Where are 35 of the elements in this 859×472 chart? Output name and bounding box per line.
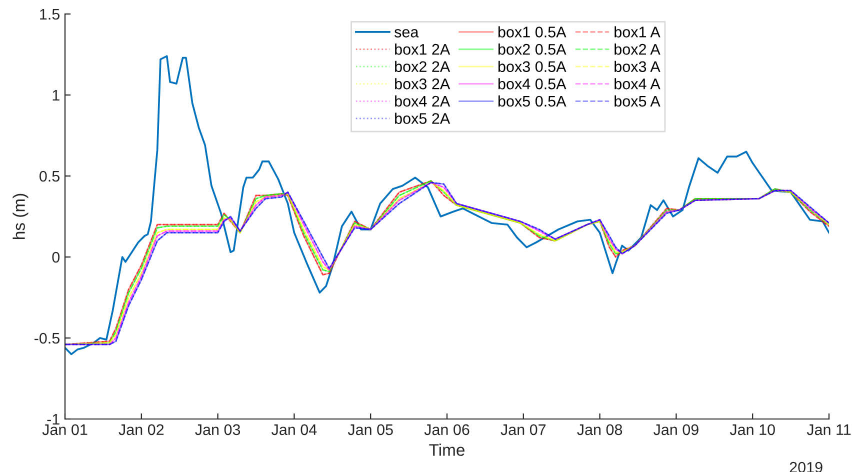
x-tick-label: Jan 01	[42, 424, 88, 436]
legend-label: box2 A	[614, 44, 660, 55]
x-tick-label: Jan 03	[195, 424, 240, 436]
y-tick-label: 0.5	[40, 170, 60, 182]
x-tick-label: Jan 05	[348, 424, 393, 436]
legend-label: box3 0.5A	[498, 60, 566, 72]
y-axis-title: hs (m)	[12, 194, 28, 239]
legend-label: box5 0.5A	[498, 95, 566, 107]
legend-label: box2 0.5A	[498, 44, 566, 55]
x-tick-label: Jan 02	[118, 424, 164, 436]
x-tick-label: Jan 07	[500, 424, 546, 436]
x-tick-label: Jan 11	[806, 424, 851, 436]
y-tick-label: -0.5	[34, 332, 60, 344]
x-tick-label: Jan 04	[272, 424, 317, 436]
legend-label: box1 0.5A	[498, 26, 566, 38]
legend-label: box4 A	[614, 78, 660, 90]
x-tick-label: Jan 10	[730, 424, 775, 436]
legend-label: box3 A	[614, 60, 660, 72]
legend-label: box5 2A	[395, 112, 450, 124]
legend-label: box1 A	[614, 26, 660, 38]
legend-label: box4 2A	[395, 95, 450, 107]
y-tick-label: 0	[52, 252, 60, 263]
y-tick-label: -1	[47, 414, 60, 425]
legend-label: sea	[394, 29, 419, 38]
x-axis-title: Time	[429, 444, 464, 456]
x-tick-label: Jan 09	[654, 424, 698, 436]
legend-label: box5 A	[614, 95, 660, 107]
y-tick-label: 1	[52, 90, 60, 101]
legend-label: box4 0.5A	[498, 78, 566, 90]
legend-label: box1 2A	[395, 44, 450, 55]
x-tick-label: Jan 08	[577, 424, 622, 436]
x-tick-label: Jan 06	[424, 424, 470, 436]
legend-label: box2 2A	[395, 60, 450, 72]
legend-label: box3 2A	[395, 78, 450, 90]
y-tick-label: 1.5	[40, 9, 60, 20]
